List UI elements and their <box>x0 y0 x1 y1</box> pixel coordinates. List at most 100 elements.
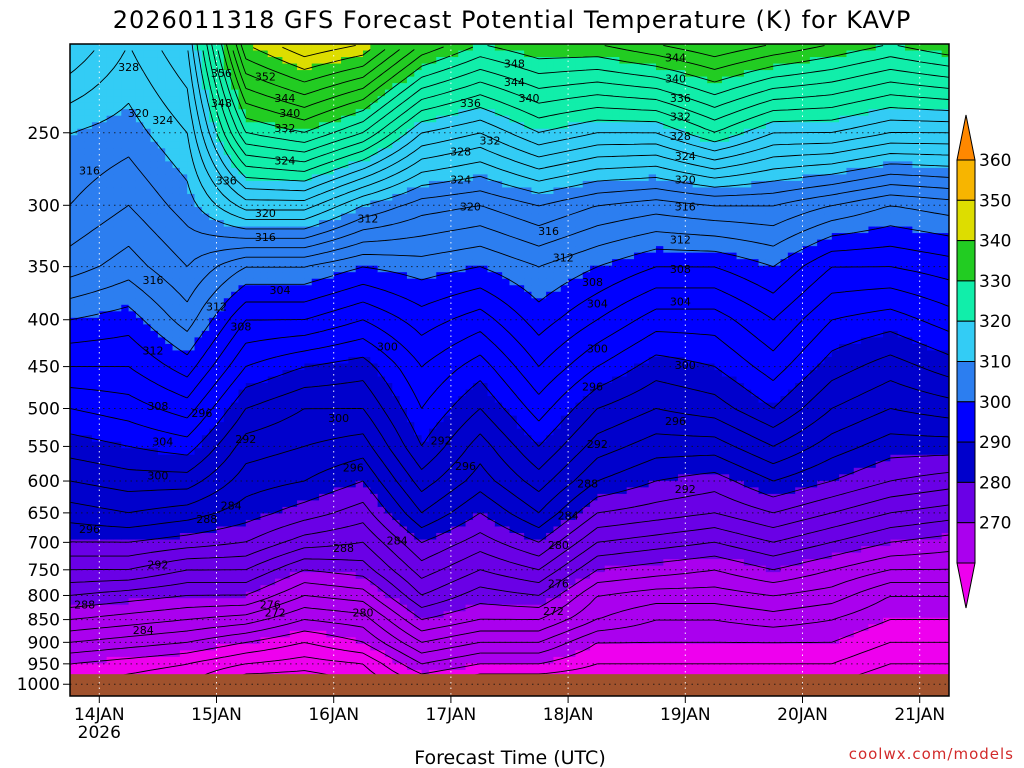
field-cell <box>128 265 137 273</box>
field-cell <box>99 213 108 221</box>
field-cell <box>384 669 393 678</box>
field-cell <box>333 154 342 162</box>
field-cell <box>209 57 218 65</box>
field-cell <box>201 363 210 371</box>
field-cell <box>355 115 364 123</box>
field-cell <box>304 193 313 202</box>
field-cell <box>70 461 78 469</box>
field-cell <box>172 370 181 378</box>
field-cell <box>201 519 210 528</box>
field-cell <box>267 89 276 97</box>
field-cell <box>311 669 320 678</box>
field-cell <box>377 565 386 573</box>
field-cell <box>319 167 327 175</box>
field-cell <box>326 239 335 247</box>
field-cell <box>157 135 166 143</box>
field-cell <box>370 533 379 541</box>
field-cell <box>91 487 100 495</box>
field-cell <box>77 487 86 495</box>
field-cell <box>289 233 298 241</box>
field-cell <box>428 141 437 149</box>
field-cell <box>216 128 225 136</box>
field-cell <box>275 356 284 365</box>
field-cell <box>377 128 386 136</box>
field-cell <box>392 572 401 580</box>
field-cell <box>121 409 130 417</box>
field-cell <box>267 311 276 319</box>
field-cell <box>209 311 218 319</box>
field-cell <box>106 506 115 515</box>
field-cell <box>187 539 196 547</box>
field-cell <box>399 291 408 299</box>
field-cell <box>201 461 210 469</box>
field-cell <box>77 376 86 384</box>
field-cell <box>289 207 298 215</box>
field-cell <box>348 304 357 312</box>
field-cell <box>238 624 247 632</box>
field-cell <box>341 396 349 404</box>
field-cell <box>370 500 379 508</box>
field-cell <box>370 291 379 299</box>
field-cell <box>91 559 100 567</box>
field-cell <box>77 109 86 117</box>
field-cell <box>260 96 269 104</box>
field-cell <box>70 213 78 221</box>
field-cell <box>348 265 357 273</box>
field-cell <box>179 311 188 319</box>
field-cell <box>297 409 305 417</box>
field-cell <box>238 383 247 391</box>
field-cell <box>319 552 327 560</box>
field-cell <box>377 585 386 593</box>
field-cell <box>165 637 174 645</box>
field-cell <box>384 376 393 384</box>
field-cell <box>231 624 240 632</box>
field-cell <box>289 311 298 319</box>
field-cell <box>245 317 254 325</box>
field-cell <box>91 44 100 52</box>
field-cell <box>216 337 225 345</box>
field-cell <box>84 376 93 384</box>
field-cell <box>150 122 159 130</box>
field-cell <box>157 128 166 136</box>
field-cell <box>341 246 349 254</box>
field-cell <box>91 141 100 149</box>
field-cell <box>99 389 108 397</box>
field-cell <box>187 76 196 84</box>
field-cell <box>245 598 254 606</box>
field-cell <box>289 89 298 97</box>
field-cell <box>201 513 210 521</box>
field-cell <box>348 102 357 110</box>
field-cell <box>428 324 437 332</box>
field-cell <box>326 128 335 136</box>
field-cell <box>172 148 181 156</box>
field-cell <box>143 239 152 247</box>
field-cell <box>84 519 93 528</box>
field-cell <box>267 598 276 606</box>
field-cell <box>414 89 423 97</box>
field-cell <box>304 480 313 488</box>
field-cell <box>333 337 342 345</box>
field-cell <box>172 252 181 260</box>
field-cell <box>253 461 262 469</box>
field-cell <box>135 161 144 169</box>
field-cell <box>106 363 115 371</box>
field-cell <box>216 180 225 189</box>
field-cell <box>406 467 415 475</box>
field-cell <box>128 656 137 664</box>
field-cell <box>399 552 408 560</box>
field-cell <box>143 233 152 241</box>
field-cell <box>333 109 342 117</box>
field-cell <box>157 409 166 417</box>
field-cell <box>414 128 423 136</box>
field-cell <box>355 546 364 554</box>
field-cell <box>157 122 166 130</box>
field-cell <box>348 148 357 156</box>
field-cell <box>384 513 393 521</box>
field-cell <box>319 70 327 78</box>
field-cell <box>106 122 115 130</box>
field-cell <box>91 70 100 78</box>
field-cell <box>297 389 305 397</box>
field-cell <box>289 402 298 410</box>
field-cell <box>421 565 430 573</box>
